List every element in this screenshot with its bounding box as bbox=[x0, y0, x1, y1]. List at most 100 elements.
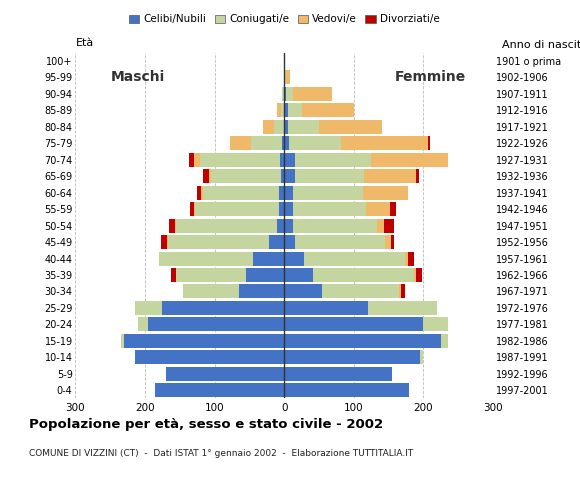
Bar bbox=[322, 285, 399, 299]
Bar bbox=[284, 169, 295, 183]
Bar bbox=[204, 169, 209, 183]
Bar bbox=[295, 153, 371, 167]
Text: Età: Età bbox=[75, 38, 93, 48]
Bar bbox=[293, 87, 332, 101]
Bar bbox=[295, 169, 364, 183]
Bar bbox=[138, 317, 148, 331]
Bar bbox=[284, 71, 287, 84]
Bar bbox=[135, 350, 284, 364]
Bar bbox=[319, 120, 382, 134]
Bar bbox=[292, 202, 365, 216]
Bar bbox=[284, 252, 304, 265]
Text: Anno di nascita: Anno di nascita bbox=[502, 40, 580, 50]
Bar bbox=[183, 285, 239, 299]
Bar bbox=[293, 218, 377, 233]
Bar bbox=[194, 202, 195, 216]
Bar bbox=[194, 153, 200, 167]
Bar bbox=[239, 285, 284, 299]
Bar bbox=[121, 334, 124, 348]
Bar bbox=[295, 235, 385, 249]
Text: Maschi: Maschi bbox=[111, 71, 165, 84]
Bar bbox=[284, 383, 409, 397]
Bar bbox=[197, 186, 201, 200]
Bar bbox=[423, 317, 448, 331]
Bar bbox=[166, 235, 168, 249]
Bar bbox=[155, 383, 284, 397]
Bar bbox=[168, 235, 269, 249]
Bar bbox=[277, 218, 284, 233]
Bar bbox=[281, 169, 284, 183]
Bar bbox=[277, 103, 281, 118]
Bar bbox=[284, 218, 293, 233]
Bar bbox=[284, 334, 441, 348]
Bar bbox=[293, 186, 363, 200]
Bar bbox=[284, 186, 293, 200]
Bar bbox=[284, 153, 295, 167]
Bar bbox=[284, 268, 313, 282]
Bar bbox=[399, 285, 401, 299]
Bar bbox=[287, 87, 293, 101]
Bar bbox=[365, 202, 390, 216]
Bar bbox=[284, 120, 288, 134]
Bar bbox=[189, 153, 194, 167]
Bar bbox=[200, 153, 280, 167]
Bar bbox=[408, 252, 414, 265]
Bar bbox=[280, 186, 284, 200]
Bar bbox=[284, 317, 423, 331]
Bar bbox=[159, 252, 253, 265]
Bar bbox=[391, 235, 394, 249]
Bar bbox=[284, 136, 289, 150]
Bar bbox=[171, 268, 176, 282]
Bar bbox=[284, 235, 295, 249]
Bar bbox=[209, 169, 211, 183]
Bar bbox=[135, 301, 162, 315]
Bar bbox=[169, 218, 175, 233]
Bar bbox=[401, 285, 405, 299]
Bar bbox=[203, 186, 280, 200]
Bar bbox=[416, 169, 419, 183]
Bar bbox=[390, 202, 396, 216]
Bar bbox=[284, 103, 288, 118]
Bar bbox=[284, 87, 287, 101]
Bar bbox=[420, 350, 423, 364]
Bar bbox=[176, 218, 277, 233]
Bar bbox=[162, 301, 284, 315]
Bar bbox=[282, 136, 284, 150]
Text: Popolazione per età, sesso e stato civile - 2002: Popolazione per età, sesso e stato civil… bbox=[29, 418, 383, 431]
Bar bbox=[302, 103, 354, 118]
Bar bbox=[280, 153, 284, 167]
Bar bbox=[288, 103, 302, 118]
Bar bbox=[195, 202, 278, 216]
Bar bbox=[124, 334, 284, 348]
Bar bbox=[284, 301, 368, 315]
Bar bbox=[428, 136, 430, 150]
Bar bbox=[251, 136, 282, 150]
Legend: Celibi/Nubili, Coniugati/e, Vedovi/e, Divorziati/e: Celibi/Nubili, Coniugati/e, Vedovi/e, Di… bbox=[125, 10, 444, 28]
Bar bbox=[282, 87, 284, 101]
Bar bbox=[166, 367, 284, 381]
Bar bbox=[175, 218, 176, 233]
Text: COMUNE DI VIZZINI (CT)  -  Dati ISTAT 1° gennaio 2002  -  Elaborazione TUTTITALI: COMUNE DI VIZZINI (CT) - Dati ISTAT 1° g… bbox=[29, 449, 413, 458]
Bar bbox=[230, 136, 251, 150]
Bar bbox=[274, 120, 284, 134]
Bar bbox=[278, 202, 284, 216]
Bar bbox=[377, 218, 384, 233]
Bar bbox=[284, 202, 292, 216]
Text: Femmine: Femmine bbox=[395, 71, 466, 84]
Bar bbox=[284, 367, 392, 381]
Bar bbox=[246, 268, 284, 282]
Bar bbox=[288, 120, 319, 134]
Bar bbox=[148, 317, 284, 331]
Bar bbox=[211, 169, 281, 183]
Bar bbox=[269, 235, 284, 249]
Bar bbox=[263, 120, 274, 134]
Bar bbox=[287, 71, 290, 84]
Bar bbox=[190, 202, 194, 216]
Bar bbox=[441, 334, 448, 348]
Bar bbox=[176, 268, 246, 282]
Bar bbox=[341, 136, 428, 150]
Bar bbox=[284, 350, 420, 364]
Bar bbox=[281, 103, 284, 118]
Bar bbox=[161, 235, 166, 249]
Bar bbox=[284, 285, 322, 299]
